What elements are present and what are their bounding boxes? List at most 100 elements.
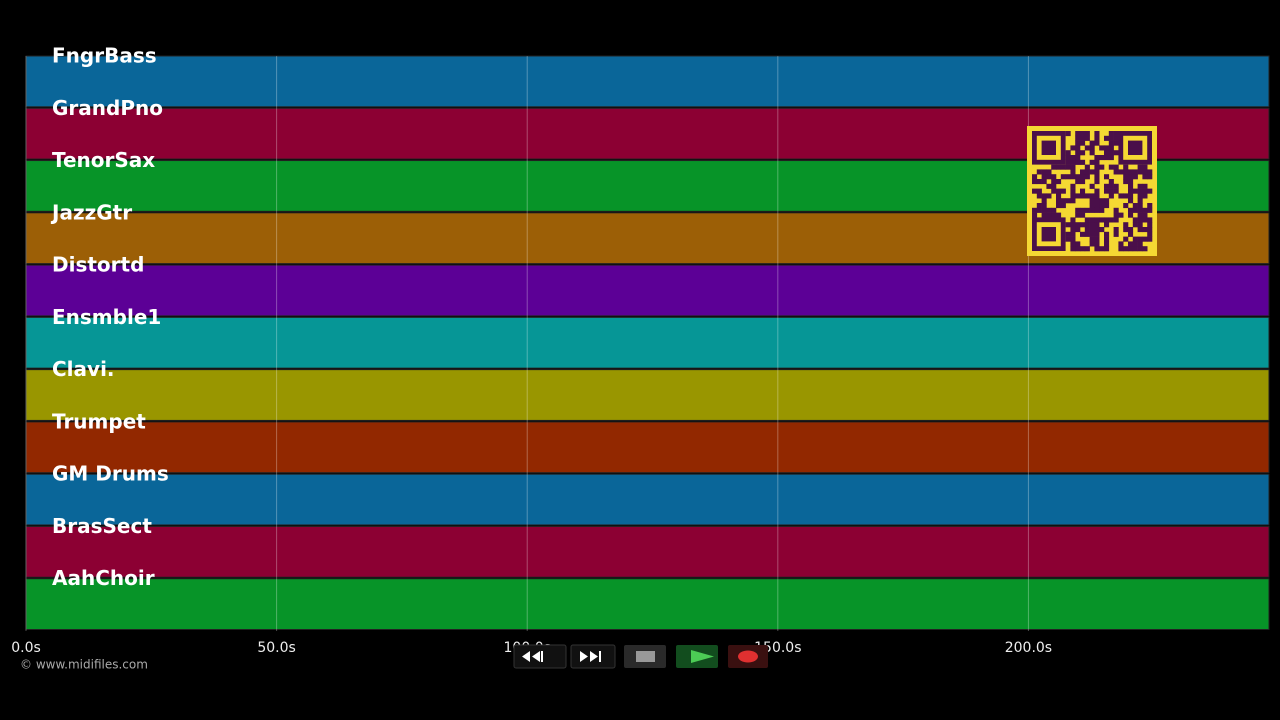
qr-module <box>1104 236 1110 242</box>
qr-module <box>1099 227 1105 233</box>
qr-module <box>1142 174 1148 180</box>
qr-module <box>1099 198 1105 204</box>
qr-module <box>1041 169 1047 175</box>
qr-module <box>1137 188 1143 194</box>
qr-module <box>1094 236 1100 242</box>
qr-module <box>1075 179 1081 185</box>
qr-module <box>1046 174 1052 180</box>
qr-module <box>1118 212 1124 218</box>
qr-module <box>1137 203 1143 209</box>
qr-finder <box>1128 140 1143 155</box>
stop-button[interactable] <box>624 645 666 668</box>
qr-module <box>1099 155 1105 161</box>
qr-module <box>1094 164 1100 170</box>
fast-forward-button[interactable] <box>570 644 616 669</box>
qr-module <box>1128 179 1134 185</box>
qr-module <box>1070 241 1076 247</box>
qr-module <box>1123 227 1129 233</box>
qr-module <box>1089 159 1095 165</box>
qr-module <box>1147 207 1153 213</box>
qr-module <box>1084 145 1090 151</box>
qr-module <box>1084 207 1090 213</box>
qr-module <box>1084 227 1090 233</box>
qr-module <box>1147 231 1153 237</box>
qr-module <box>1070 198 1076 204</box>
qr-module <box>1118 193 1124 199</box>
qr-module <box>1056 203 1062 209</box>
qr-finder <box>1041 227 1056 242</box>
qr-module <box>1099 164 1105 170</box>
qr-module <box>1113 231 1119 237</box>
qr-module <box>1080 246 1086 252</box>
qr-module <box>1094 203 1100 209</box>
qr-module <box>1104 241 1110 247</box>
qr-module <box>1099 246 1105 252</box>
qr-module <box>1075 193 1081 199</box>
qr-module <box>1123 236 1129 242</box>
qr-module <box>1108 155 1114 161</box>
qr-module <box>1070 164 1076 170</box>
qr-module <box>1104 198 1110 204</box>
track-name: TenorSax <box>52 148 155 172</box>
record-button[interactable] <box>728 645 768 668</box>
qr-module <box>1147 227 1153 233</box>
qr-module <box>1032 212 1038 218</box>
qr-module <box>1041 193 1047 199</box>
qr-module <box>1041 203 1047 209</box>
qr-finder <box>1041 140 1056 155</box>
qr-module <box>1113 140 1119 146</box>
qr-module <box>1036 169 1042 175</box>
qr-module <box>1128 212 1134 218</box>
play-button[interactable] <box>676 645 718 668</box>
qr-module <box>1065 164 1071 170</box>
qr-module <box>1137 169 1143 175</box>
qr-module <box>1089 193 1095 199</box>
qr-module <box>1056 212 1062 218</box>
qr-module <box>1142 169 1148 175</box>
qr-module <box>1089 150 1095 156</box>
qr-module <box>1080 131 1086 137</box>
qr-module <box>1094 179 1100 185</box>
track-name: AahChoir <box>52 566 155 590</box>
qr-module <box>1065 159 1071 165</box>
qr-module <box>1128 227 1134 233</box>
qr-module <box>1094 174 1100 180</box>
qr-module <box>1128 169 1134 175</box>
qr-module <box>1075 140 1081 146</box>
qr-module <box>1137 183 1143 189</box>
qr-module <box>1094 198 1100 204</box>
qr-module <box>1080 174 1086 180</box>
qr-module <box>1080 193 1086 199</box>
qr-module <box>1142 183 1148 189</box>
qr-module <box>1094 207 1100 213</box>
track-name: Ensmble1 <box>52 305 161 329</box>
qr-module <box>1089 222 1095 228</box>
qr-module <box>1075 241 1081 247</box>
qr-module <box>1132 207 1138 213</box>
qr-module <box>1041 212 1047 218</box>
qr-module <box>1137 236 1143 242</box>
qr-module <box>1084 164 1090 170</box>
qr-module <box>1118 169 1124 175</box>
qr-module <box>1089 183 1095 189</box>
qr-module <box>1137 212 1143 218</box>
track-lane <box>25 264 1270 317</box>
qr-module <box>1089 145 1095 151</box>
qr-module <box>1123 169 1129 175</box>
qr-module <box>1060 188 1066 194</box>
qr-module <box>1080 150 1086 156</box>
qr-module <box>1094 222 1100 228</box>
track-lane <box>25 316 1270 369</box>
qr-module <box>1070 188 1076 194</box>
qr-module <box>1104 246 1110 252</box>
qr-module <box>1075 227 1081 233</box>
qr-module <box>1108 150 1114 156</box>
qr-module <box>1075 212 1081 218</box>
qr-module <box>1075 222 1081 228</box>
rewind-button[interactable] <box>513 644 567 669</box>
qr-module <box>1075 155 1081 161</box>
qr-module <box>1113 217 1119 223</box>
qr-module <box>1104 183 1110 189</box>
qr-module <box>1036 188 1042 194</box>
qr-module <box>1084 217 1090 223</box>
